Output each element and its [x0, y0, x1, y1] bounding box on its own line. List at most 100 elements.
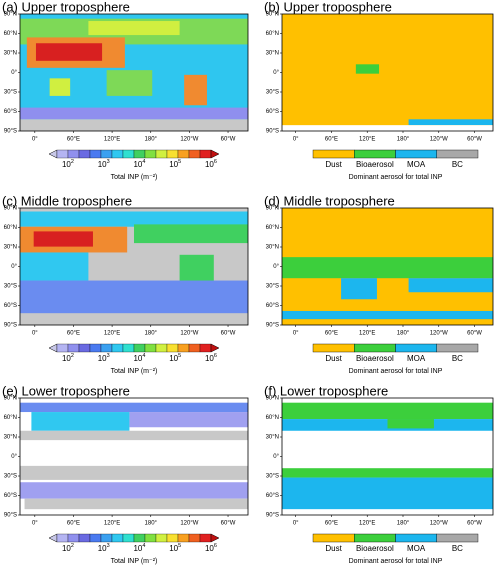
map-region [20, 430, 248, 441]
colorbar-swatch [155, 149, 168, 159]
lat-label: 60°N [4, 415, 17, 421]
lat-label: 60°N [266, 415, 279, 421]
lon-label: 120°E [359, 331, 375, 337]
lat-label: 60°S [4, 109, 17, 115]
lat-label: 60°S [266, 303, 279, 309]
colorbar-swatch [56, 343, 69, 353]
panel-title: (a) Upper troposphere [2, 0, 130, 14]
legend-item: Bioaerosol [356, 354, 394, 363]
legend-item: Dust [325, 160, 342, 169]
map-region [184, 74, 207, 106]
map-region [282, 257, 493, 279]
lon-label: 60°E [67, 331, 80, 337]
lon-label: 120°E [359, 521, 375, 527]
legend-swatch [395, 149, 437, 159]
map [282, 14, 493, 131]
colorbar-swatch [188, 149, 201, 159]
colorbar-swatch [67, 343, 80, 353]
colorbar-swatch [122, 533, 135, 543]
legend-swatch [436, 343, 479, 353]
lon-label: 180° [145, 137, 158, 143]
lat-label: 90°S [4, 129, 17, 135]
map-region [33, 231, 93, 247]
legend-item: Bioaerosol [356, 544, 394, 553]
map-region [88, 21, 180, 36]
map-region [20, 465, 248, 480]
colorbar-swatch [133, 533, 146, 543]
map-region [355, 64, 380, 74]
colorbar-tick-label: 106 [205, 159, 217, 169]
legend-swatch [312, 343, 355, 353]
map-region [20, 402, 248, 413]
lat-label: 30°N [4, 435, 17, 441]
tick-exp: 2 [71, 159, 74, 165]
map-region [282, 402, 493, 420]
lon-label: 60°E [325, 137, 338, 143]
tick-exp: 3 [107, 353, 110, 359]
map-region [20, 482, 248, 499]
map-region [408, 278, 493, 293]
colorbar-swatch [155, 533, 168, 543]
tick-exp: 3 [107, 159, 110, 165]
legend-swatch [312, 149, 355, 159]
lon-label: 60°E [325, 521, 338, 527]
tick-exp: 5 [178, 353, 181, 359]
legend-item: BC [452, 160, 463, 169]
tick-exp: 6 [214, 159, 217, 165]
tick-exp: 3 [107, 543, 110, 549]
lon-label: 120°E [104, 137, 120, 143]
lon-label: 180° [397, 331, 410, 337]
tick-base: 10 [62, 544, 71, 553]
colorbar-swatch [144, 149, 157, 159]
lon-label: 120°W [180, 521, 198, 527]
colorbar-tick-label: 104 [133, 353, 145, 363]
map-region [20, 107, 248, 120]
legend-item: BC [452, 544, 463, 553]
tick-base: 10 [98, 544, 107, 553]
tick-exp: 4 [142, 543, 145, 549]
lon-label: 60°W [467, 331, 482, 337]
lat-label: 90°N [4, 206, 17, 212]
lon-label: 120°E [104, 331, 120, 337]
legend-item: MOA [407, 354, 426, 363]
tick-base: 10 [98, 354, 107, 363]
map-region [31, 412, 130, 431]
map-region [20, 252, 89, 281]
legend-swatch [354, 149, 396, 159]
lat-label: 90°N [266, 396, 279, 402]
lat-label: 60°S [4, 303, 17, 309]
lon-label: 120°W [180, 137, 198, 143]
colorbar-arrow [48, 343, 58, 353]
legend-swatch [354, 533, 396, 543]
map-region [129, 412, 248, 428]
colorbar-arrow [210, 343, 220, 353]
lat-label: 60°S [4, 493, 17, 499]
tick-base: 10 [62, 354, 71, 363]
tick-base: 10 [205, 160, 214, 169]
colorbar-swatch [67, 149, 80, 159]
lon-label: 180° [145, 331, 158, 337]
lon-label: 180° [397, 521, 410, 527]
colorbar-arrow [48, 533, 58, 543]
legend-item: Dust [325, 354, 342, 363]
map-region [20, 313, 248, 325]
lat-label: 30°N [4, 51, 17, 57]
colorbar-swatch [89, 343, 102, 353]
colorbar-tick-label: 102 [62, 353, 74, 363]
panel-title: (f) Lower troposphere [264, 383, 388, 398]
colorbar-swatch [155, 343, 168, 353]
lat-label: 60°S [266, 493, 279, 499]
lat-label: 90°S [4, 323, 17, 329]
tick-exp: 2 [71, 543, 74, 549]
map-region [20, 119, 248, 131]
colorbar-swatch [188, 343, 201, 353]
lon-label: 120°W [430, 521, 448, 527]
colorbar-swatch [199, 533, 212, 543]
colorbar-tick-label: 104 [133, 543, 145, 553]
colorbar-tick-label: 106 [205, 543, 217, 553]
lat-label: 90°S [266, 513, 279, 519]
legend-swatch [312, 533, 355, 543]
lat-label: 60°N [266, 225, 279, 231]
colorbar-swatch [133, 343, 146, 353]
tick-base: 10 [133, 160, 142, 169]
